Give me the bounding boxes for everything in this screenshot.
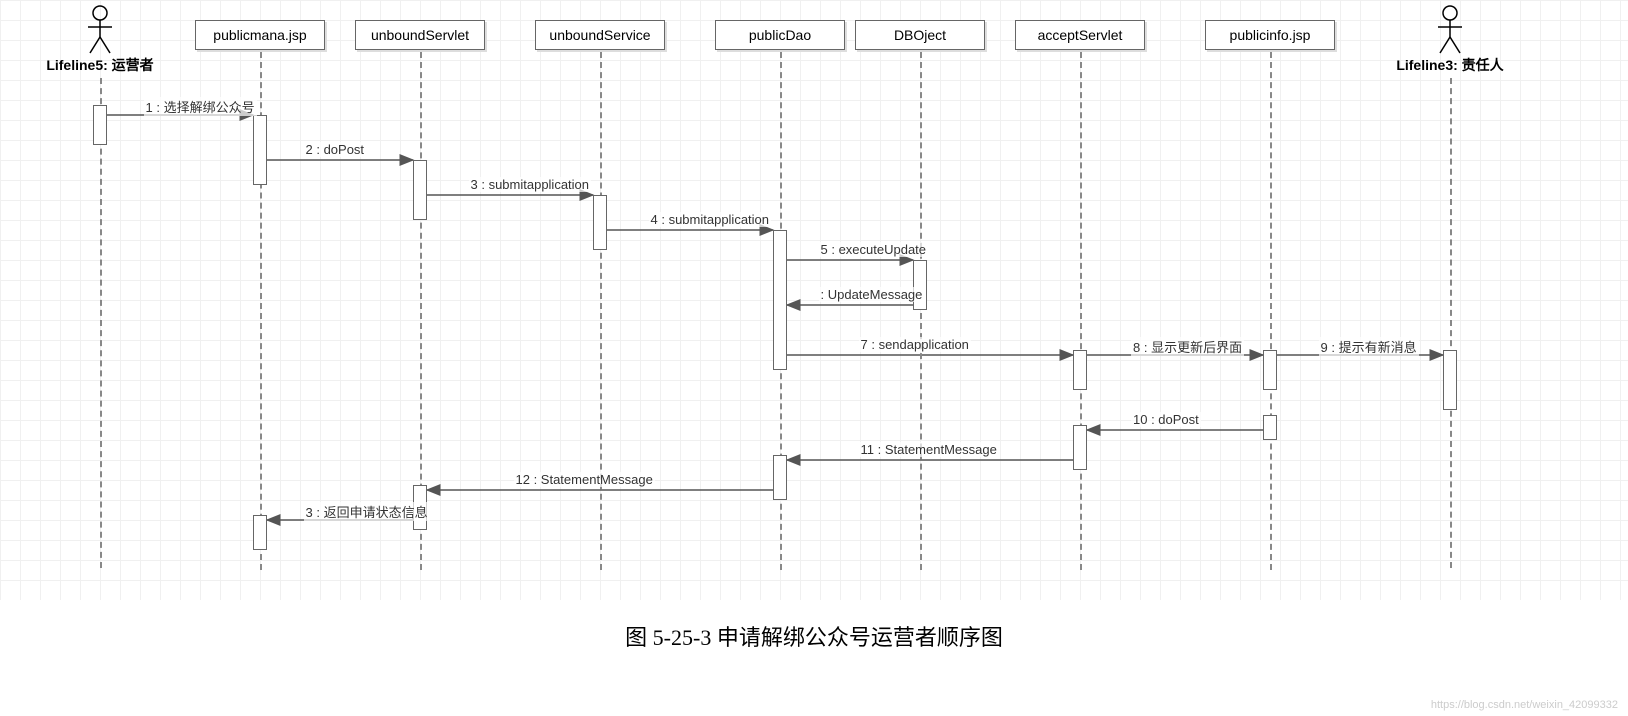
activation-bar [773,455,787,500]
message-label: 4 : submitapplication [649,212,772,227]
message-label: 5 : executeUpdate [819,242,929,257]
message-label: 12 : StatementMessage [514,472,655,487]
message-label: 3 : 返回申请状态信息 [304,502,430,521]
message-label: 11 : StatementMessage [859,442,999,457]
message-label: : UpdateMessage [819,287,925,302]
activation-bar [93,105,107,145]
message-label: 2 : doPost [304,142,367,157]
message-label: 8 : 显示更新后界面 [1131,337,1244,356]
actor-actor1: Lifeline5: 运营者 [40,5,160,75]
activation-bar [1073,350,1087,390]
activation-bar [253,515,267,550]
activation-bar [253,115,267,185]
participant-p7: publicinfo.jsp [1205,20,1335,50]
actor-label: Lifeline3: 责任人 [1390,55,1510,75]
lifeline-p6 [1080,52,1082,570]
activation-bar [1263,415,1277,440]
lifeline-actor1 [100,78,102,568]
lifeline-p3 [600,52,602,570]
watermark-text: https://blog.csdn.net/weixin_42099332 [1431,699,1618,711]
activation-bar [913,260,927,310]
sequence-diagram: Lifeline5: 运营者 publicmana.jsp unboundServl… [0,0,1628,600]
message-label: 1 : 选择解绑公众号 [144,97,257,116]
activation-bar [593,195,607,250]
activation-bar [413,160,427,220]
message-label: 10 : doPost [1131,412,1201,427]
actor-actor2: Lifeline3: 责任人 [1390,5,1510,75]
message-label: 7 : sendapplication [859,337,971,352]
participant-p6: acceptServlet [1015,20,1145,50]
figure-caption: 图 5-25-3 申请解绑公众号运营者顺序图 [0,620,1628,652]
activation-bar [1263,350,1277,390]
participant-p2: unboundServlet [355,20,485,50]
activation-bar [1443,350,1457,410]
participant-p3: unboundService [535,20,665,50]
activation-bar [773,230,787,370]
lifeline-p5 [920,52,922,570]
participant-p5: DBOject [855,20,985,50]
participant-p4: publicDao [715,20,845,50]
participant-p1: publicmana.jsp [195,20,325,50]
lifeline-p7 [1270,52,1272,570]
message-label: 9 : 提示有新消息 [1319,337,1419,356]
actor-label: Lifeline5: 运营者 [40,55,160,75]
activation-bar [1073,425,1087,470]
message-label: 3 : submitapplication [469,177,592,192]
arrow-layer [0,0,1628,600]
lifeline-actor2 [1450,78,1452,568]
